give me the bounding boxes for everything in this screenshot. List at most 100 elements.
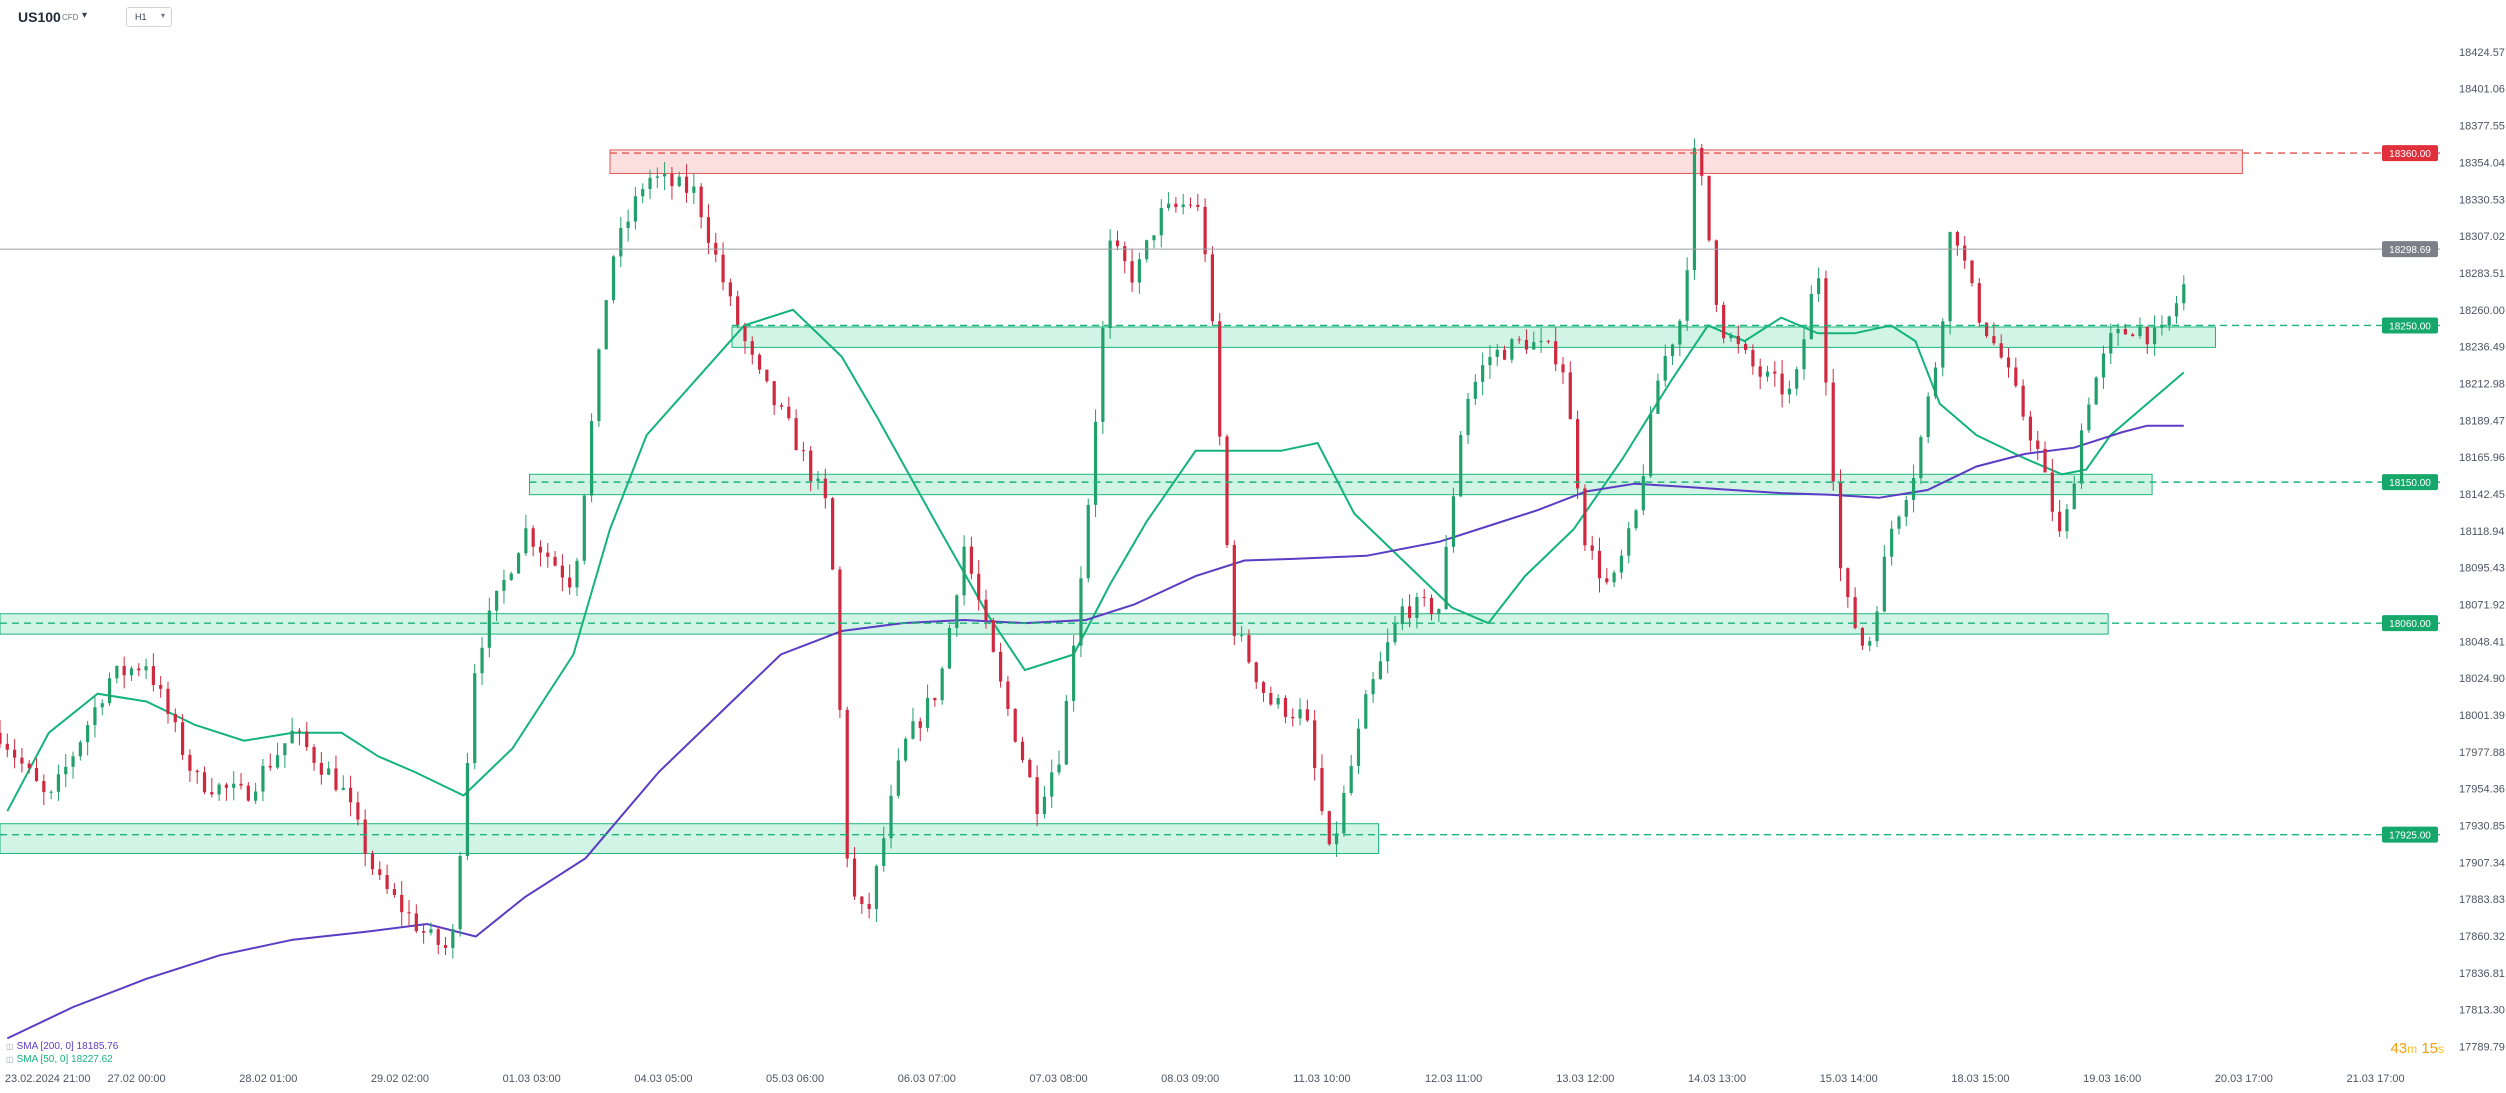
candle <box>0 719 2 748</box>
candle-body <box>1283 698 1288 717</box>
candle-body <box>27 763 31 769</box>
resistance-level-tag: 18360.00 <box>2389 149 2431 160</box>
candle <box>473 663 477 770</box>
candle <box>1502 345 1507 361</box>
candle <box>71 751 75 779</box>
resistance-zone <box>609 149 2243 174</box>
candle <box>750 336 754 365</box>
time-tick-label: 01.03 03:00 <box>503 1073 561 1085</box>
candle <box>809 445 813 492</box>
candle <box>765 369 769 384</box>
candle-body <box>999 651 1003 682</box>
sma200-legend[interactable]: ◫ SMA [200, 0] 18185.76 <box>6 1041 118 1052</box>
candle <box>524 514 528 556</box>
candle-body <box>64 766 68 775</box>
candle-body <box>1218 321 1222 437</box>
candle-body <box>531 528 535 547</box>
candle <box>984 589 988 629</box>
candle <box>516 552 521 574</box>
candle <box>1459 430 1463 498</box>
candle-body <box>889 795 893 839</box>
candle <box>1408 594 1412 628</box>
candle-body <box>1145 240 1149 260</box>
candle-body <box>794 418 798 451</box>
candle <box>334 755 338 792</box>
symbol-name[interactable]: US100 <box>18 9 61 25</box>
candle-body <box>1028 760 1032 778</box>
level-lines <box>0 152 2440 836</box>
candle <box>49 790 53 800</box>
support-zone <box>0 823 1380 854</box>
countdown-seconds: 15 <box>2421 1040 2438 1057</box>
price-tick-label: 18095.43 <box>2459 563 2505 575</box>
candle <box>1481 352 1485 396</box>
candle-body <box>1050 772 1054 797</box>
candle-body <box>772 381 776 406</box>
time-tick-label: 13.03 12:00 <box>1556 1073 1614 1085</box>
symbol-dropdown-icon[interactable]: ▾ <box>82 10 88 21</box>
candle <box>838 566 842 719</box>
candle-body <box>1619 555 1624 573</box>
candle <box>977 560 981 611</box>
candle-body <box>319 762 323 775</box>
candle <box>560 554 564 592</box>
timeframe-select[interactable]: H1 ▾ <box>126 7 172 27</box>
sma50-legend[interactable]: ◫ SMA [50, 0] 18227.62 <box>6 1054 113 1065</box>
candle-body <box>1926 396 1930 438</box>
candle-body <box>20 757 24 764</box>
candle-body <box>1985 322 1989 336</box>
candle-body <box>1999 343 2003 358</box>
candle-body <box>1247 635 1251 663</box>
sma200-legend-text: SMA [200, 0] 18185.76 <box>16 1041 119 1052</box>
price-axis: 18424.57 18401.06 18377.55 18354.04 18330.53… <box>2382 47 2505 1054</box>
candle <box>1656 373 1660 415</box>
eye-icon[interactable]: ◫ <box>6 1055 14 1064</box>
eye-icon[interactable]: ◫ <box>6 1042 14 1051</box>
candle <box>2079 423 2084 489</box>
candle-body <box>1977 283 1981 323</box>
candle-body <box>1166 203 1171 208</box>
candle-body <box>1327 811 1331 845</box>
candle-body <box>1970 260 1974 284</box>
candle <box>1955 230 1959 256</box>
candle-body <box>516 553 521 574</box>
candle <box>1663 344 1667 387</box>
candle <box>1035 765 1039 827</box>
candle <box>1685 257 1689 331</box>
candle-body <box>1495 349 1499 357</box>
candle-body <box>2094 377 2098 405</box>
candle-body <box>1948 232 1952 322</box>
candle-body <box>107 678 112 704</box>
candle-body <box>538 546 543 553</box>
candle-body <box>524 528 528 554</box>
candle-body <box>56 774 61 792</box>
candle <box>1634 508 1638 531</box>
candle <box>1860 626 1865 650</box>
candle-body <box>246 785 250 801</box>
time-tick-label: 19.03 16:00 <box>2083 1073 2141 1085</box>
candle-body <box>224 784 229 788</box>
candle-body <box>1210 254 1215 322</box>
candle <box>1575 410 1580 500</box>
candle-body <box>1736 335 1740 344</box>
candle-body <box>1101 328 1105 422</box>
support-level-tag: 18250.00 <box>2389 321 2431 332</box>
candle <box>290 717 294 744</box>
price-tick-label: 17930.85 <box>2459 821 2505 833</box>
candle <box>2174 295 2179 324</box>
candle <box>787 396 791 421</box>
candle <box>436 926 440 955</box>
candle-body <box>955 595 959 628</box>
candle-body <box>611 256 616 301</box>
sma50-legend-text: SMA [50, 0] 18227.62 <box>16 1054 113 1065</box>
candle-body <box>1276 698 1280 705</box>
candle-body <box>202 772 207 793</box>
candle-body <box>254 791 258 801</box>
candle <box>1429 594 1434 621</box>
candle <box>1758 358 1762 390</box>
candles <box>0 138 2186 959</box>
candle <box>1846 567 1850 608</box>
candle-body <box>86 725 90 743</box>
candle <box>1196 193 1200 212</box>
